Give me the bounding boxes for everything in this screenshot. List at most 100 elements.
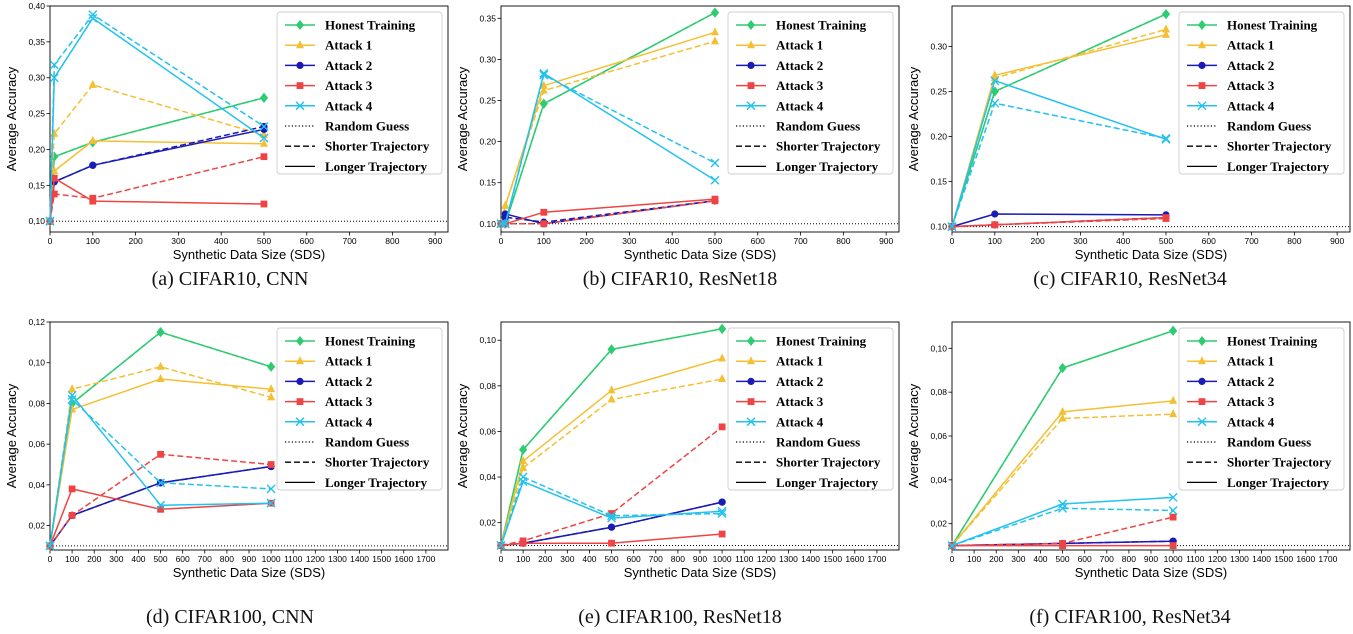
data-point (260, 200, 268, 208)
data-point (156, 478, 166, 488)
x-axis-label: Synthetic Data Size (SDS) (624, 247, 776, 262)
y-tick-label: 0,35 (28, 37, 45, 47)
legend-label: Shorter Trajectory (1227, 455, 1332, 470)
data-point (519, 444, 528, 455)
legend-item: Attack 4 (736, 414, 824, 429)
data-point (539, 70, 549, 80)
legend-item: Attack 1 (736, 38, 823, 53)
x-tick-label: 1200 (1208, 554, 1227, 564)
x-tick-label: 0 (950, 236, 955, 246)
legend-item: Attack 1 (1187, 354, 1274, 369)
series-line (500, 378, 723, 546)
x-tick-label: 800 (385, 236, 399, 246)
data-point (259, 92, 268, 103)
data-point (1161, 133, 1171, 143)
data-point (710, 36, 719, 45)
data-point (710, 158, 720, 168)
series-line (951, 400, 1174, 547)
x-tick-label: 1700 (1318, 554, 1337, 564)
data-point (990, 76, 1000, 86)
legend-marker (747, 82, 755, 89)
data-point (157, 505, 164, 513)
x-tick-label: 600 (751, 236, 765, 246)
legend-item: Shorter Trajectory (1187, 455, 1332, 470)
legend-item: Attack 2 (285, 58, 372, 73)
series-attack-3-shorter (46, 450, 275, 550)
series-honest-training-longer (948, 325, 1178, 551)
legend-label: Honest Training (776, 18, 867, 33)
data-point (711, 197, 719, 205)
x-axis-label: Synthetic Data Size (SDS) (173, 565, 325, 580)
legend-item: Longer Trajectory (1187, 475, 1330, 490)
legend-item: Honest Training (1187, 18, 1318, 33)
series-line (951, 507, 1174, 547)
x-tick-label: 800 (836, 236, 850, 246)
series-attack-3-shorter (948, 513, 1177, 550)
data-point (1161, 9, 1170, 20)
data-point (1058, 413, 1067, 422)
data-point (991, 210, 999, 218)
x-tick-label: 1400 (350, 554, 369, 564)
series-line (49, 394, 272, 547)
series-attack-4-shorter (45, 10, 269, 226)
y-tick-label: 0.30 (479, 54, 496, 64)
legend-marker (1198, 20, 1206, 30)
legend-label: Attack 3 (1227, 394, 1275, 409)
legend-marker (296, 61, 304, 69)
series-line (501, 198, 716, 225)
data-point (496, 540, 506, 550)
data-point (501, 200, 510, 209)
legend-box (727, 11, 894, 175)
x-axis-label: Synthetic Data Size (SDS) (1075, 565, 1227, 580)
legend-label: Attack 1 (325, 354, 372, 369)
x-tick-label: 800 (1122, 554, 1136, 564)
legend-marker (296, 40, 304, 49)
x-tick-label: 600 (176, 554, 190, 564)
legend-label: Honest Training (325, 334, 416, 349)
x-tick-label: 600 (1078, 554, 1092, 564)
x-tick-label: 0 (48, 236, 53, 246)
legend-item: Attack 4 (285, 98, 373, 113)
x-tick-label: 900 (1330, 236, 1344, 246)
x-tick-label: 500 (257, 236, 271, 246)
data-point (88, 135, 97, 144)
legend-box (1178, 327, 1345, 491)
legend-marker (747, 40, 755, 49)
data-point (718, 323, 727, 334)
x-tick-label: 500 (708, 236, 722, 246)
legend-label: Attack 1 (1227, 38, 1274, 53)
data-point (49, 60, 59, 70)
legend-item: Longer Trajectory (736, 159, 879, 174)
legend-label: Random Guess (776, 435, 860, 450)
data-point (991, 221, 999, 229)
data-point (608, 539, 615, 547)
data-point (1169, 542, 1177, 550)
data-point (1169, 395, 1178, 404)
x-tick-label: 300 (560, 554, 574, 564)
chart-panel-a: 0 100 200 300 400 500 600 700 800 900 0,10 0,15 0,20… (4, 1, 449, 262)
data-point (717, 509, 727, 519)
x-tick-label: 1300 (779, 554, 798, 564)
legend-marker (1198, 40, 1206, 49)
series-honest-training-longer (46, 327, 276, 551)
y-tick-label: 0.15 (930, 177, 947, 187)
legend-item: Attack 1 (736, 354, 823, 369)
axes-frame (500, 5, 900, 233)
legend-box (727, 327, 894, 491)
y-axis-label: Average Accuracy (906, 66, 921, 171)
legend-marker (296, 377, 304, 385)
legend: Honest Training Attack 1 Attack 2 Attack 3 A… (1178, 11, 1345, 175)
y-tick-label: 0.35 (479, 13, 496, 23)
x-tick-label: 900 (242, 554, 256, 564)
data-point (1161, 24, 1170, 33)
y-tick-label: 0,02 (930, 519, 947, 529)
series-line (500, 533, 723, 547)
legend-item: Attack 3 (736, 78, 824, 93)
legend-label: Attack 2 (325, 374, 372, 389)
legend-item: Random Guess (285, 435, 409, 450)
data-point (50, 190, 58, 198)
legend-marker (747, 377, 755, 385)
y-tick-label: 0.10 (479, 219, 496, 229)
x-tick-label: 1300 (328, 554, 347, 564)
axes-frame (49, 5, 449, 233)
